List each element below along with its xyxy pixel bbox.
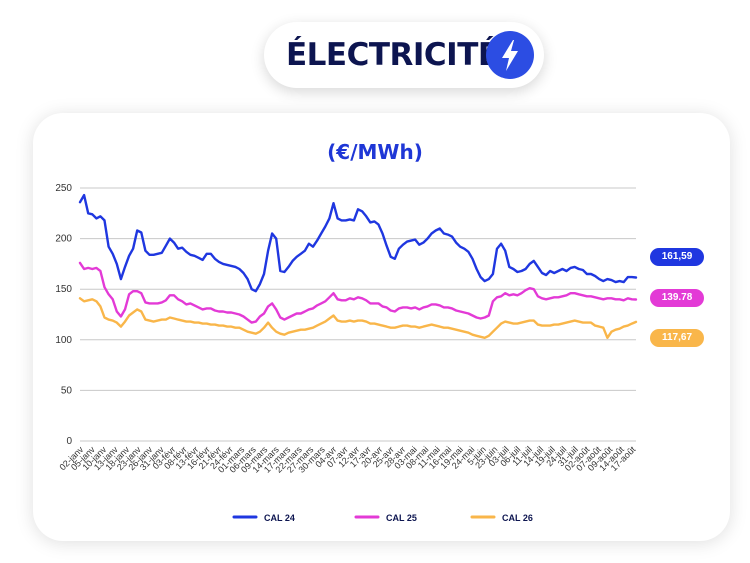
series-line-cal-24 (78, 193, 638, 293)
legend-label: CAL 25 (386, 513, 417, 523)
page-title: ÉLECTRICITÉ (286, 37, 499, 73)
chart-title: (€/MWh) (327, 140, 423, 164)
lightning-bolt-icon (486, 31, 534, 79)
last-value-badge: 117,67 (650, 329, 704, 347)
y-tick-label: 0 (66, 436, 72, 447)
series-line-cal-26 (78, 297, 638, 339)
series-line-cal-25 (78, 261, 638, 324)
y-tick-label: 100 (55, 335, 72, 346)
y-tick-label: 50 (61, 385, 73, 396)
y-tick-label: 200 (55, 234, 72, 245)
y-tick-label: 150 (55, 284, 72, 295)
last-value-badge: 161,59 (650, 248, 704, 266)
legend-label: CAL 24 (264, 513, 295, 523)
y-tick-label: 250 (55, 183, 72, 194)
chart-card (33, 113, 730, 541)
last-value-badge: 139.78 (650, 289, 704, 307)
title-pill: ÉLECTRICITÉ (264, 22, 544, 88)
legend-label: CAL 26 (502, 513, 533, 523)
